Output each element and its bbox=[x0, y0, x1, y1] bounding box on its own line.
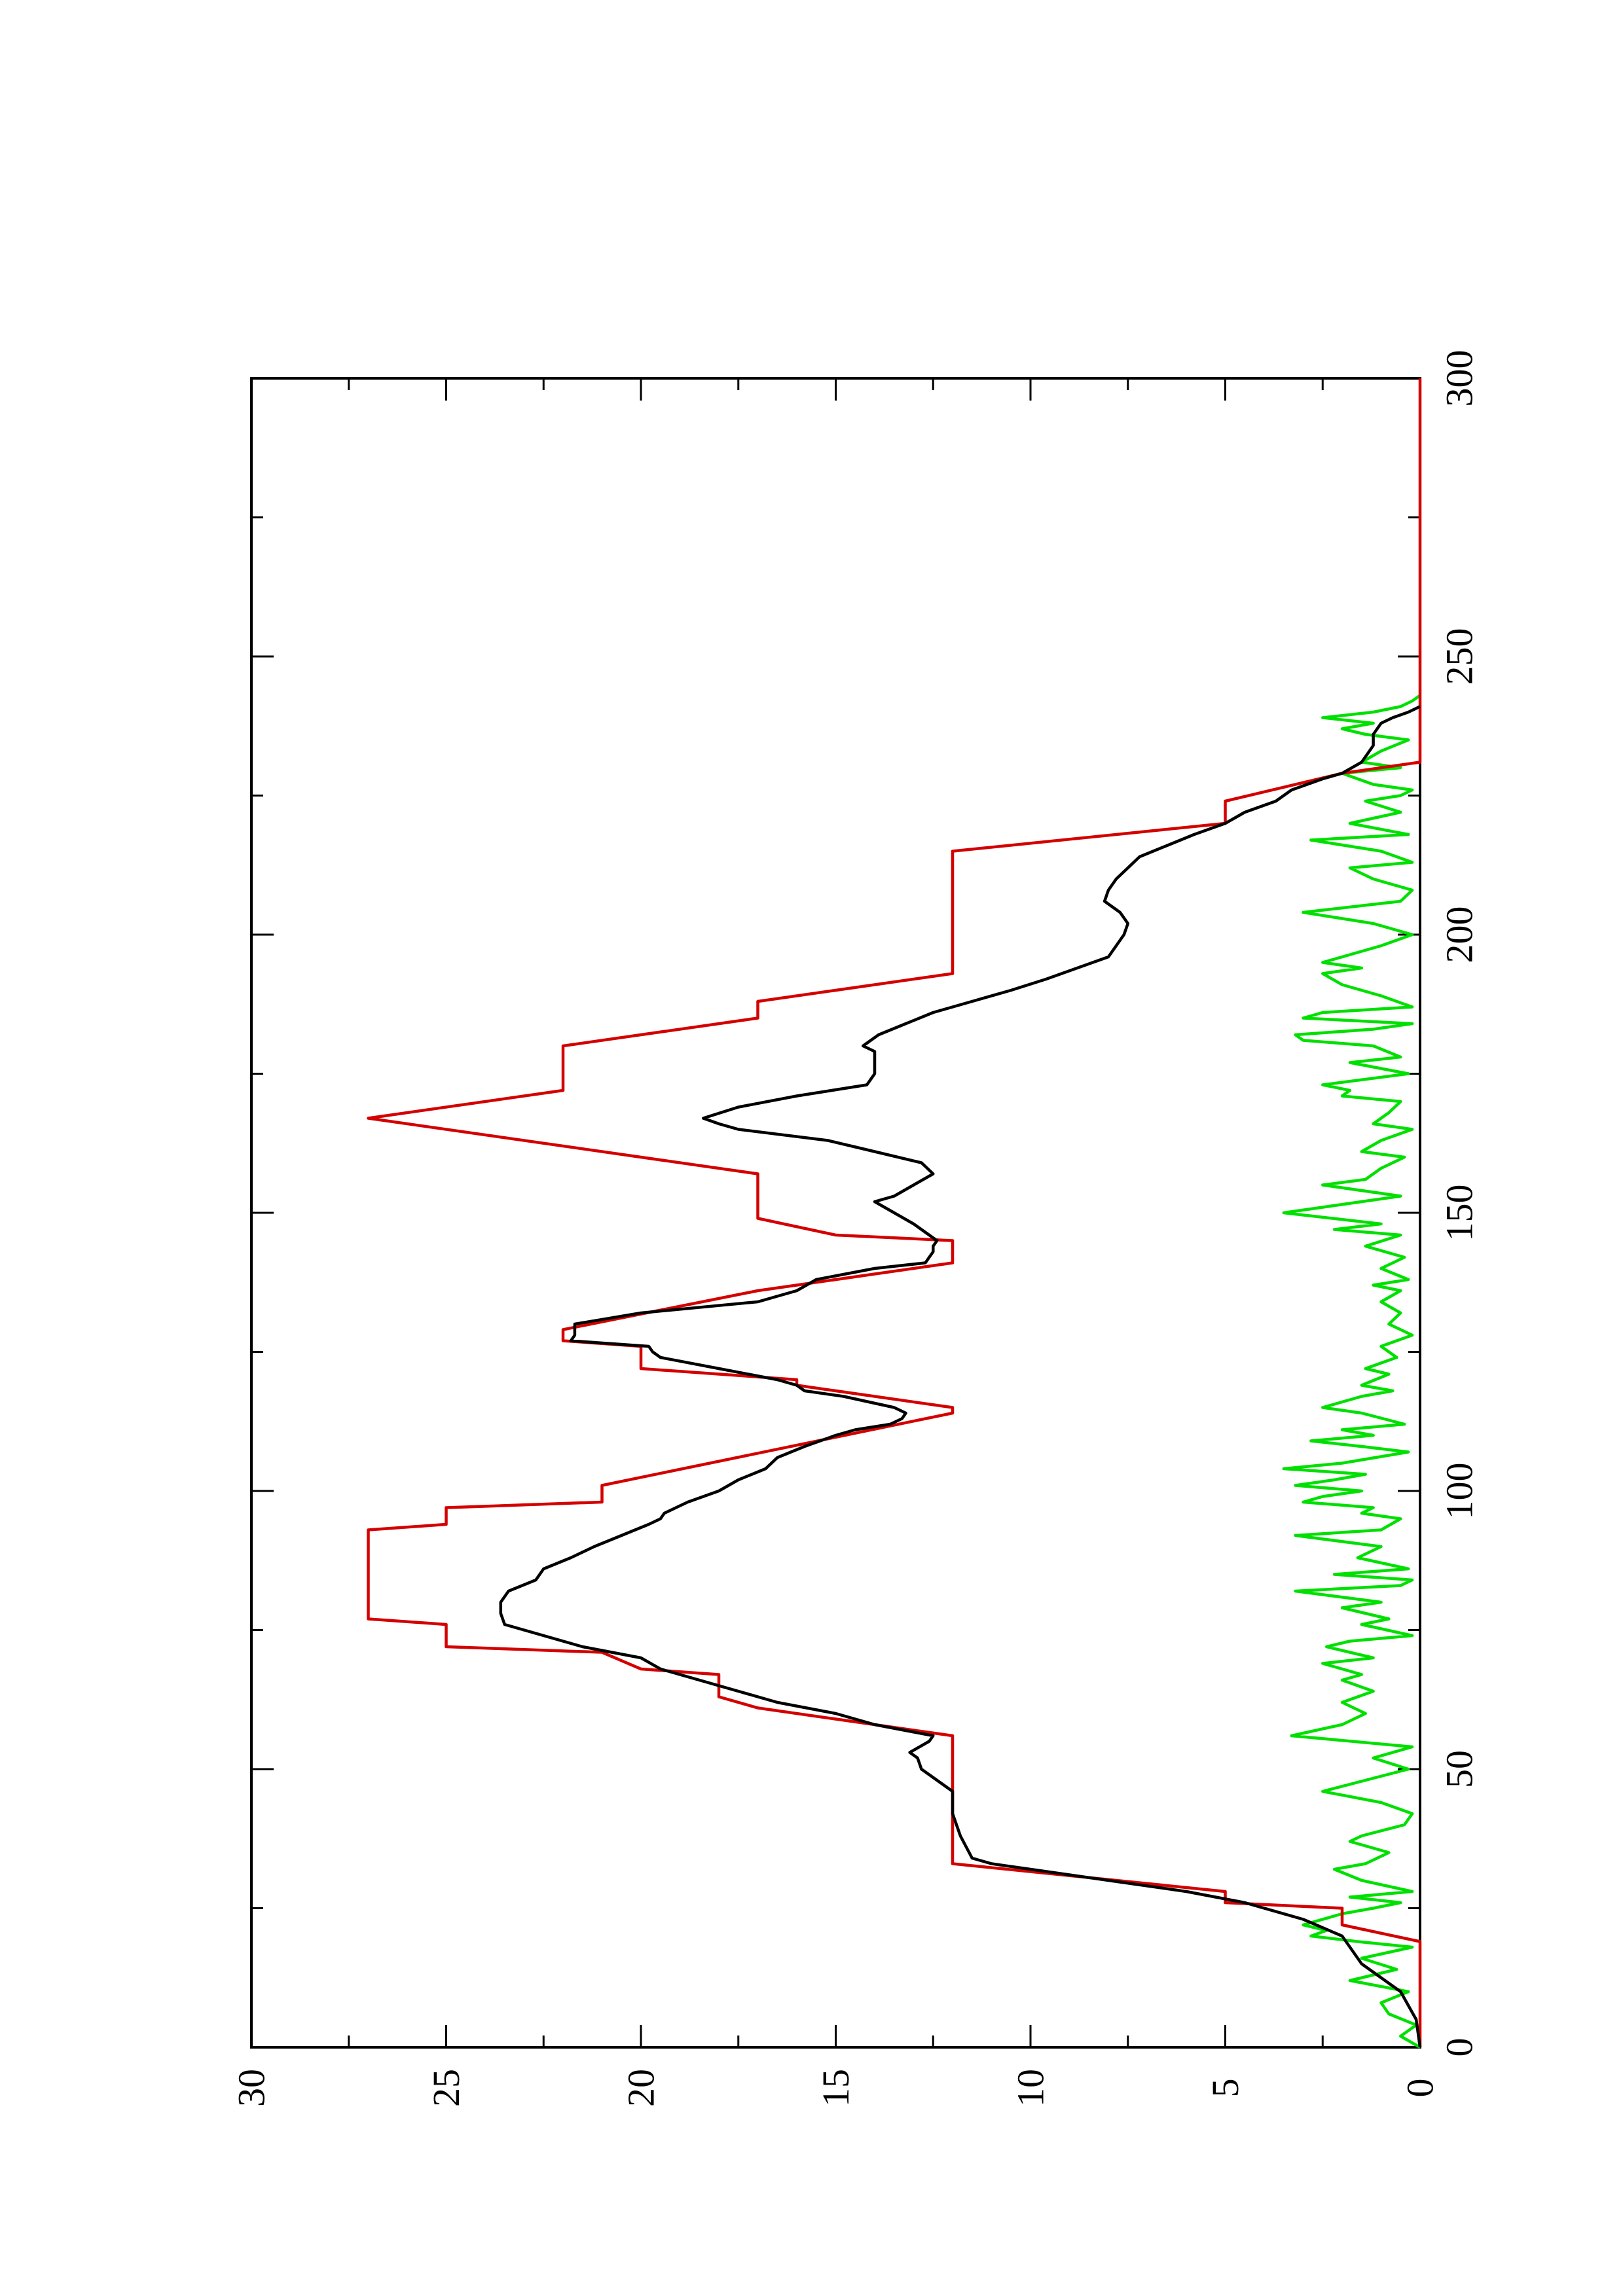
x-tick-label: 200 bbox=[1438, 906, 1481, 963]
x-tick-label: 50 bbox=[1438, 1750, 1481, 1788]
y-tick-label: 5 bbox=[1204, 2079, 1247, 2098]
x-tick-label: 100 bbox=[1438, 1463, 1481, 1520]
y-tick-label: 25 bbox=[425, 2069, 467, 2107]
tick-labels: 0 50 100 150 200 250 300 0 5 10 15 20 25 30 bbox=[230, 350, 1481, 2108]
series-line-1 bbox=[367, 378, 1422, 2047]
x-tick-label: 300 bbox=[1438, 350, 1481, 407]
plot-frame bbox=[250, 377, 1421, 2049]
y-tick-label: 0 bbox=[1399, 2079, 1442, 2098]
series-layer bbox=[367, 378, 1422, 2049]
tick-marks bbox=[250, 377, 1421, 2049]
y-tick-label: 20 bbox=[620, 2069, 663, 2107]
series-line-2 bbox=[499, 705, 1422, 2048]
y-tick-label: 10 bbox=[1010, 2069, 1052, 2107]
x-tick-label: 150 bbox=[1438, 1185, 1481, 1242]
y-tick-label: 30 bbox=[230, 2069, 273, 2107]
y-tick-label: 15 bbox=[814, 2069, 857, 2107]
x-tick-label: 0 bbox=[1438, 2038, 1481, 2057]
series-line-3 bbox=[1282, 694, 1421, 2049]
x-tick-label: 250 bbox=[1438, 628, 1481, 685]
